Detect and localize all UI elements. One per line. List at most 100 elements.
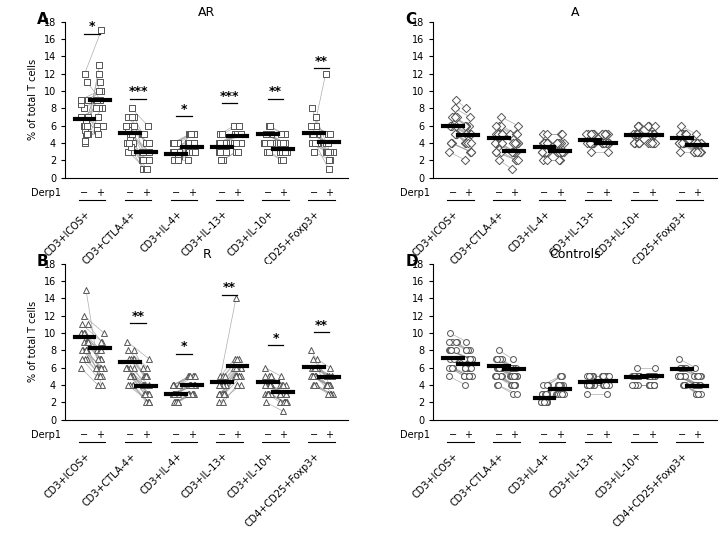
- Point: [274, 139, 286, 147]
- Point: [81, 78, 93, 87]
- Point: [542, 147, 554, 156]
- Point: [310, 381, 321, 390]
- Point: [93, 346, 104, 355]
- Text: D: D: [405, 254, 418, 269]
- Point: [588, 139, 599, 147]
- Point: [535, 398, 547, 407]
- Point: [512, 121, 523, 130]
- Point: [490, 121, 502, 130]
- Point: [451, 112, 463, 121]
- Text: +: +: [556, 188, 564, 199]
- Point: [496, 363, 508, 372]
- Point: [214, 381, 226, 390]
- Point: [323, 147, 334, 156]
- Point: [540, 390, 552, 398]
- Point: [322, 381, 334, 390]
- Point: [675, 121, 686, 130]
- Point: [92, 355, 104, 363]
- Point: [602, 139, 613, 147]
- Point: [228, 121, 240, 130]
- Point: [324, 156, 336, 165]
- Point: [173, 147, 185, 156]
- Point: [450, 346, 462, 355]
- Text: −: −: [586, 430, 594, 440]
- Point: [460, 121, 472, 130]
- Point: [540, 147, 552, 156]
- Point: [691, 139, 702, 147]
- Point: [189, 381, 201, 390]
- Point: [451, 130, 463, 139]
- Text: C: C: [405, 12, 416, 27]
- Point: [138, 363, 149, 372]
- Text: +: +: [188, 430, 195, 440]
- Point: [258, 139, 270, 147]
- Point: [77, 346, 88, 355]
- Point: [691, 147, 703, 156]
- Point: [187, 147, 198, 156]
- Point: [141, 390, 153, 398]
- Text: **: **: [315, 318, 328, 331]
- Point: [689, 147, 700, 156]
- Point: [174, 147, 185, 156]
- Point: [306, 372, 318, 380]
- Point: [583, 139, 594, 147]
- Point: [170, 398, 182, 407]
- Point: [597, 372, 609, 380]
- Point: [554, 372, 565, 380]
- Point: [233, 121, 245, 130]
- Point: [93, 104, 104, 112]
- Text: +: +: [188, 188, 195, 199]
- Point: [140, 398, 152, 407]
- Point: [138, 372, 150, 380]
- Point: [677, 130, 689, 139]
- Point: [279, 147, 291, 156]
- Point: [584, 372, 595, 380]
- Point: [320, 381, 332, 390]
- Point: [505, 372, 516, 380]
- Point: [677, 130, 689, 139]
- Point: [600, 130, 612, 139]
- Point: [581, 372, 593, 380]
- Point: [450, 355, 461, 363]
- Point: [216, 381, 228, 390]
- Point: [510, 381, 521, 390]
- Point: [689, 363, 701, 372]
- Point: [695, 139, 707, 147]
- Point: [91, 372, 103, 380]
- Point: [182, 390, 194, 398]
- Point: [542, 398, 553, 407]
- Point: [82, 355, 93, 363]
- Point: [93, 363, 105, 372]
- Point: [554, 381, 565, 390]
- Point: [601, 381, 613, 390]
- Point: [259, 363, 271, 372]
- Point: [324, 130, 336, 139]
- Point: [215, 147, 227, 156]
- Point: [537, 130, 549, 139]
- Point: [649, 372, 661, 380]
- Point: [466, 139, 477, 147]
- Point: [190, 147, 201, 156]
- Point: [274, 381, 285, 390]
- Point: [169, 390, 181, 398]
- Text: +: +: [510, 188, 518, 199]
- Text: **: **: [269, 86, 282, 98]
- Point: [308, 372, 319, 380]
- Point: [680, 130, 691, 139]
- Point: [588, 381, 599, 390]
- Point: [260, 381, 272, 390]
- Point: [490, 372, 502, 380]
- Point: [458, 372, 470, 380]
- Point: [306, 130, 318, 139]
- Point: [509, 381, 521, 390]
- Text: +: +: [96, 188, 104, 199]
- Point: [678, 372, 690, 380]
- Point: [536, 147, 547, 156]
- Point: [230, 147, 242, 156]
- Point: [644, 381, 655, 390]
- Point: [277, 139, 288, 147]
- Point: [586, 147, 597, 156]
- Point: [539, 390, 550, 398]
- Point: [79, 355, 90, 363]
- Point: [676, 130, 688, 139]
